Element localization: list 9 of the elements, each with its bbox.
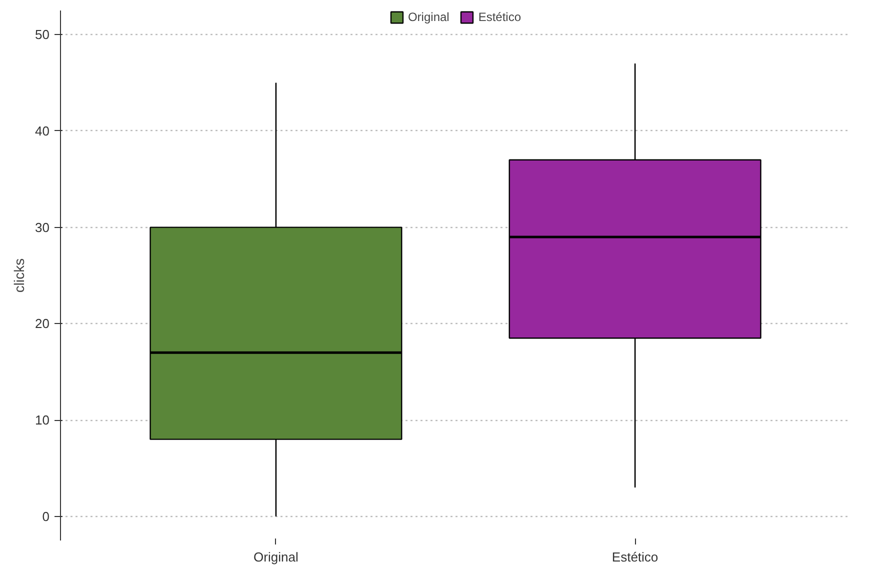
- legend-label: Original: [408, 10, 450, 24]
- y-tick-label: 40: [35, 123, 50, 138]
- y-tick-label: 20: [35, 316, 50, 332]
- y-tick-label: 10: [35, 412, 50, 428]
- y-tick-label: 30: [35, 220, 50, 235]
- y-tick-label: 50: [35, 27, 50, 42]
- y-axis-title: clicks: [11, 258, 28, 293]
- y-tick-label: 0: [42, 508, 50, 524]
- legend-label: Estético: [478, 10, 522, 24]
